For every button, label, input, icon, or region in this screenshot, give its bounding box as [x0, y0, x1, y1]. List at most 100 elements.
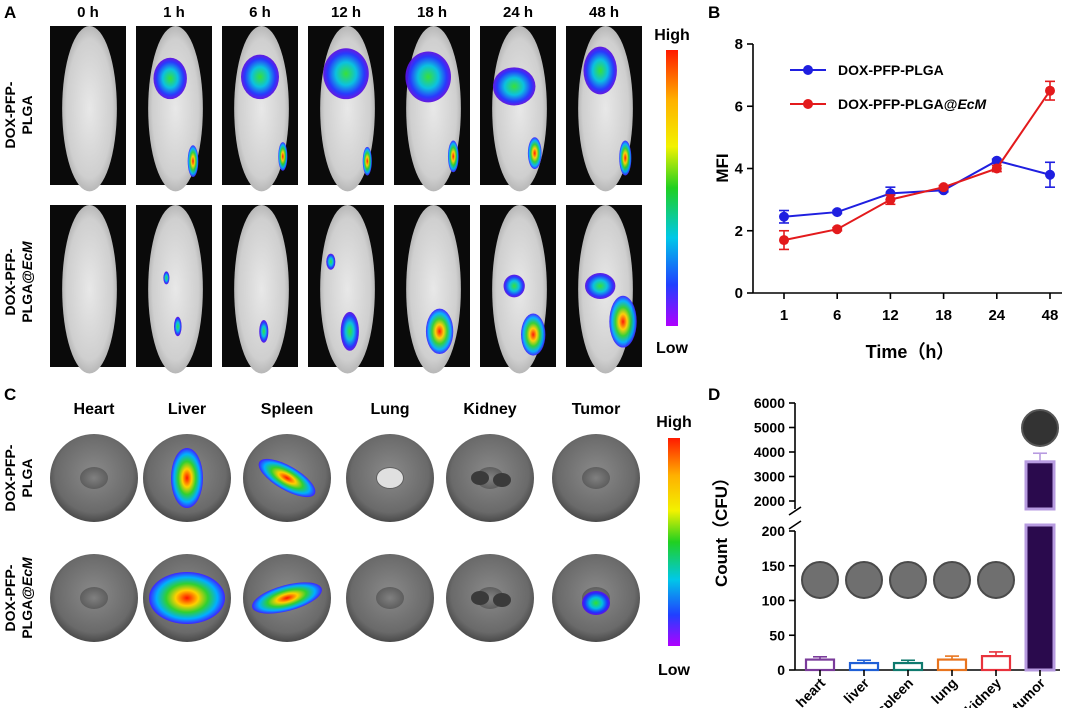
fluorescence-signal — [521, 313, 546, 356]
row-label-line: DOX-PFP- — [2, 81, 18, 148]
organ-image — [143, 554, 231, 642]
organ-image — [143, 434, 231, 522]
y-tick-label: 5000 — [754, 420, 785, 436]
data-point — [832, 207, 843, 218]
kidney — [471, 471, 489, 485]
fluorescence-signal — [323, 48, 369, 100]
bar-heart — [801, 561, 839, 672]
agar-plate — [977, 561, 1015, 599]
fluorescence-signal — [582, 591, 610, 615]
organ — [80, 587, 108, 609]
row-label-italic: EcM — [19, 241, 35, 270]
organ-image — [446, 434, 534, 522]
bar — [804, 658, 836, 672]
fluorescence-signal — [258, 458, 316, 498]
organ-image — [50, 434, 138, 522]
row-label-part: PLGA@ — [19, 586, 35, 639]
scale-high-label: High — [654, 27, 690, 44]
legend-italic: EcM — [957, 96, 986, 112]
legend-text: DOX-PFP-PLGA@ — [838, 96, 957, 112]
fluorescence-signal — [241, 54, 279, 100]
y-tick-label: 3000 — [754, 469, 785, 485]
timepoint-label: 18 h — [417, 4, 447, 21]
timepoint-labels: 0 h 1 h 6 h 12 h 18 h 24 h 48 h — [77, 4, 619, 21]
fluorescence-signal — [149, 572, 225, 624]
row-label-c-dox-pfp-plga-ecm: DOX-PFP- PLGA@EcM — [2, 557, 35, 639]
legend-label: DOX-PFP-PLGA — [838, 62, 944, 78]
mouse-image — [566, 26, 642, 192]
panel-label-b: B — [708, 3, 720, 22]
scale-low-label: Low — [658, 662, 691, 679]
fluorescence-signal — [492, 67, 536, 106]
series-dox-pfp-plga — [779, 155, 1055, 224]
x-tick-label: 24 — [988, 307, 1005, 324]
organ-image — [243, 554, 331, 642]
row-label-line: DOX-PFP- — [2, 564, 18, 631]
mouse-image — [50, 26, 126, 192]
x-tick-label: 18 — [935, 307, 952, 324]
organ-image — [552, 434, 640, 522]
mouse-body — [62, 205, 117, 374]
timepoint-label: 6 h — [249, 4, 271, 21]
row-label-line: PLGA — [19, 96, 35, 135]
fluorescence-signal — [583, 46, 617, 95]
fluorescence-signal — [585, 273, 616, 299]
organ-image — [346, 434, 434, 522]
mouse-image — [308, 26, 384, 192]
y-tick-label: 150 — [762, 558, 786, 574]
mouse-image — [136, 26, 212, 192]
mouse-image — [394, 205, 470, 374]
y-tick-label: 2 — [735, 223, 743, 240]
x-tick-label: tumor — [1009, 674, 1049, 708]
x-tick-label: lung — [928, 675, 960, 707]
fluorescence-signal — [278, 142, 288, 171]
y-tick-label: 0 — [777, 662, 785, 678]
fluorescence-signal — [252, 582, 322, 614]
fluorescence-signal — [163, 271, 170, 285]
y-tick-label: 50 — [769, 627, 785, 643]
data-point — [885, 194, 896, 205]
x-tick-label: 6 — [833, 307, 841, 324]
mouse-image — [480, 205, 556, 374]
series-line — [783, 159, 1051, 218]
mouse-image — [136, 205, 212, 374]
data-point — [991, 163, 1002, 174]
color-scale-bar — [668, 438, 680, 646]
legend: DOX-PFP-PLGA DOX-PFP-PLGA@EcM — [790, 62, 987, 112]
agar-plate — [801, 561, 839, 599]
data-point — [938, 182, 949, 193]
x-axis-label: Time（h） — [866, 342, 955, 362]
organ-label: Lung — [370, 401, 409, 418]
fluorescence-signal — [171, 448, 203, 508]
fluorescence-signal — [187, 145, 199, 178]
x-tick-label: liver — [840, 674, 872, 706]
x-tick-label: heart — [793, 675, 829, 708]
data-point — [1045, 85, 1055, 96]
agar-plate — [1021, 409, 1059, 447]
organ-label: Tumor — [572, 401, 621, 418]
kidney — [493, 593, 511, 607]
data-point — [832, 224, 843, 235]
legend-marker — [803, 65, 813, 75]
color-scale-a: High Low — [654, 27, 690, 357]
y-tick-label: 4 — [735, 161, 744, 178]
panel-label-d: D — [708, 385, 720, 404]
y-tick-label: 4000 — [754, 444, 785, 460]
bar-tumor — [1021, 409, 1059, 672]
mouse-body — [148, 205, 203, 374]
agar-plate — [889, 561, 927, 599]
axis-break-mark — [788, 520, 802, 530]
x-tick-label: spleen — [873, 675, 916, 708]
mouse-image — [222, 26, 298, 192]
row-label-line: PLGA@EcM — [19, 241, 35, 323]
fluorescence-signal — [527, 137, 542, 170]
y-tick-label: 0 — [735, 285, 743, 302]
x-tick-label: 1 — [780, 307, 788, 324]
timepoint-label: 24 h — [503, 4, 533, 21]
in-vivo-image-grid — [50, 26, 642, 374]
fluorescence-signal — [619, 140, 632, 176]
row-label-c-dox-pfp-plga: DOX-PFP- PLGA — [2, 444, 35, 511]
bar-lung — [933, 561, 971, 672]
mouse-image — [50, 205, 126, 374]
